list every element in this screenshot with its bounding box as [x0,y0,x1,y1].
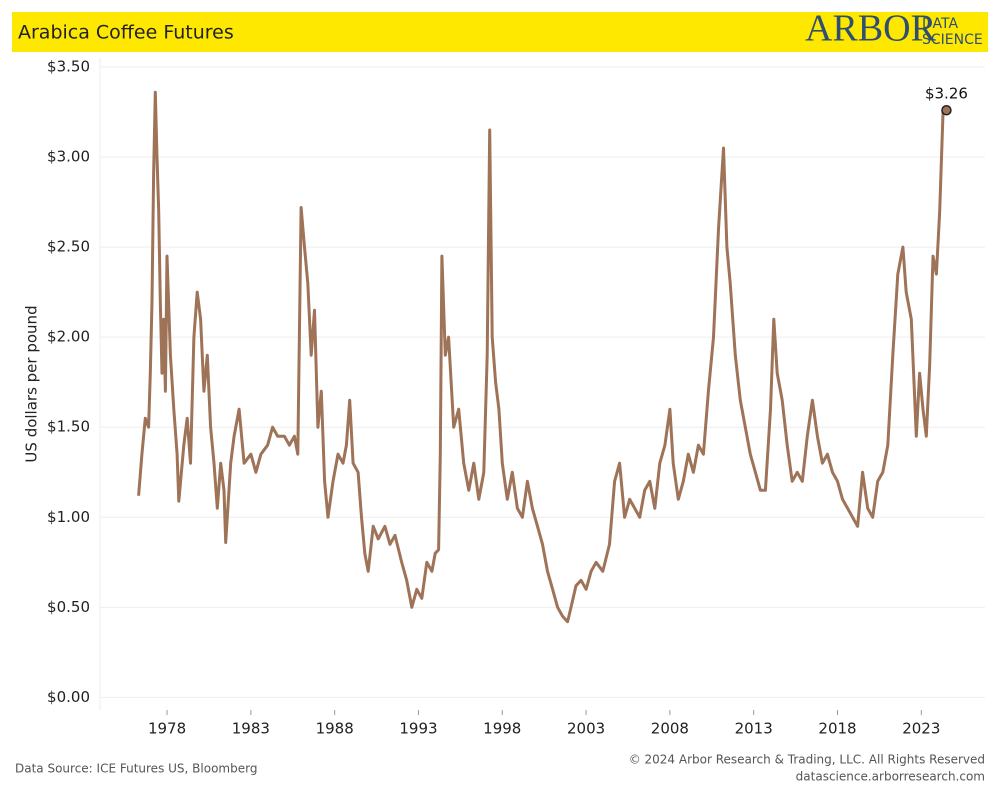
y-tick-label: $2.00 [47,328,90,346]
logo-line: SCIENCE [922,32,983,48]
x-tick-label: 1978 [148,720,186,738]
x-tick-label: 2003 [567,720,605,738]
y-tick-label: $1.50 [47,418,90,436]
x-tick-label: 1983 [232,720,270,738]
last-point-label: $3.26 [925,85,968,103]
x-tick-label: 2018 [818,720,856,738]
y-tick-label: $3.50 [47,58,90,76]
logo-line: DATA [922,16,958,32]
source: Data Source: ICE Futures US, Bloomberg [15,762,257,776]
y-tick-label: $0.50 [47,598,90,616]
x-tick-label: 2008 [651,720,689,738]
price-line [137,90,945,624]
website: datascience.arborresearch.com [796,770,985,784]
logo-name: ARBOR [805,8,937,50]
x-tick-label: 1993 [399,720,437,738]
y-tick-label: $2.50 [47,238,90,256]
copyright: © 2024 Arbor Research & Trading, LLC. Al… [629,753,985,767]
x-tick-label: 2013 [735,720,773,738]
x-tick-label: 1998 [483,720,521,738]
y-tick-label: $0.00 [47,688,90,706]
y-tick-label: $1.00 [47,508,90,526]
last-point [941,104,952,116]
x-tick-label: 2023 [902,720,940,738]
y-axis-label: US dollars per pound [23,305,41,462]
y-tick-label: $3.00 [47,148,90,166]
chart-title: Arabica Coffee Futures [18,22,234,44]
x-tick-label: 1988 [316,720,354,738]
header-bar [12,12,988,52]
